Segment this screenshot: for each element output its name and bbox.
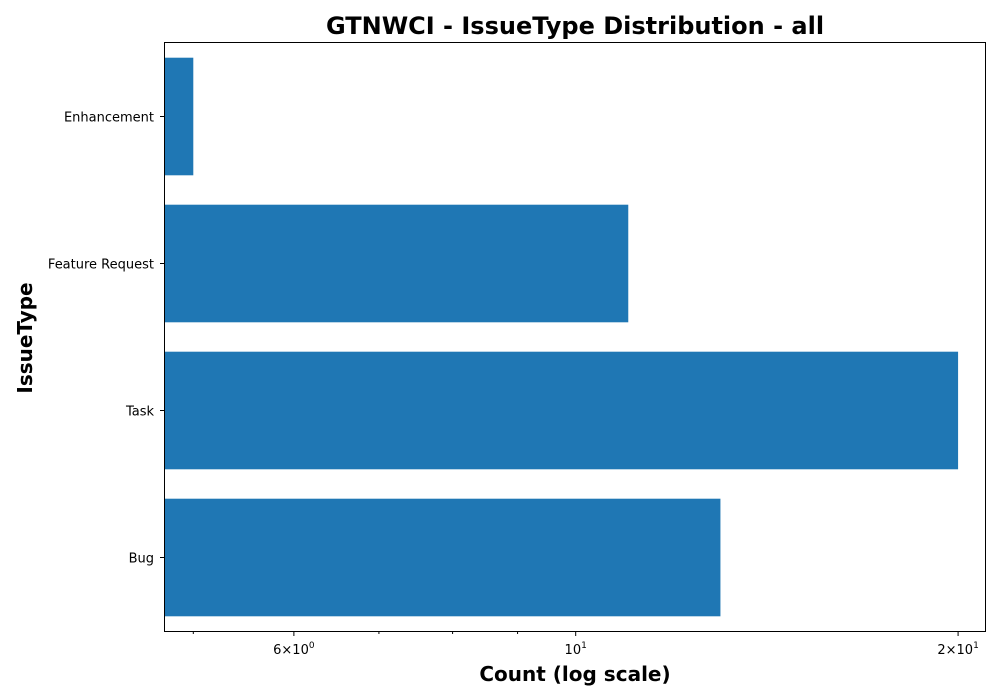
- bar-feature-request: [165, 204, 629, 323]
- bars-group: [165, 57, 959, 617]
- y-tick-label: Feature Request: [48, 258, 154, 273]
- x-tick-label: 2×101: [937, 641, 978, 658]
- bar-task: [165, 351, 959, 470]
- y-tick-label: Task: [125, 405, 155, 420]
- chart-title: GTNWCI - IssueType Distribution - all: [326, 12, 824, 40]
- x-tick-label: 101: [565, 641, 587, 658]
- y-axis-ticks: Bug Task Feature Request Enhancement: [48, 111, 165, 567]
- y-tick-label: Enhancement: [64, 111, 154, 126]
- x-tick-label: 6×100: [273, 641, 315, 658]
- y-tick-label: Bug: [129, 552, 154, 567]
- bar-bug: [165, 498, 721, 617]
- plot-frame: [164, 42, 986, 632]
- x-axis-label: Count (log scale): [479, 662, 670, 686]
- y-axis-label: IssueType: [13, 282, 37, 393]
- x-axis-ticks: 6×100 101 2×101: [192, 631, 979, 658]
- bar-enhancement: [165, 57, 194, 176]
